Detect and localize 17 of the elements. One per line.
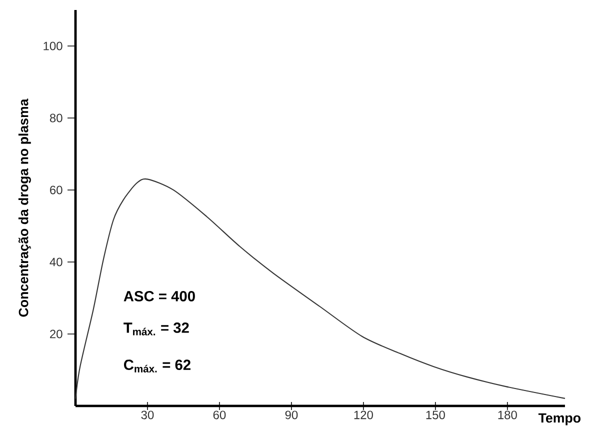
y-tick-label: 20: [50, 330, 62, 338]
annotation: ASC = 400: [124, 291, 195, 302]
x-tick-label: 90: [285, 410, 298, 420]
y-tick-label: 40: [50, 258, 62, 266]
y-tick-label: 80: [50, 114, 62, 122]
annotation: T$_{máx.}$ = 32: [124, 322, 189, 336]
x-tick-label: 180: [498, 410, 517, 420]
x-tick-label: 150: [426, 410, 445, 420]
x-tick-label: 60: [213, 410, 226, 420]
x-tick-label: 120: [354, 410, 373, 420]
y-axis-title: Concentração da droga no plasma: [18, 98, 31, 317]
y-tick-label: 100: [44, 42, 62, 50]
x-axis-title: Tempo: [538, 413, 580, 426]
x-tick-label: 30: [141, 410, 154, 420]
line-series: [74, 178, 566, 400]
annotation: C$_{máx.}$ = 62: [124, 360, 190, 372]
y-tick-label: 60: [50, 186, 62, 194]
